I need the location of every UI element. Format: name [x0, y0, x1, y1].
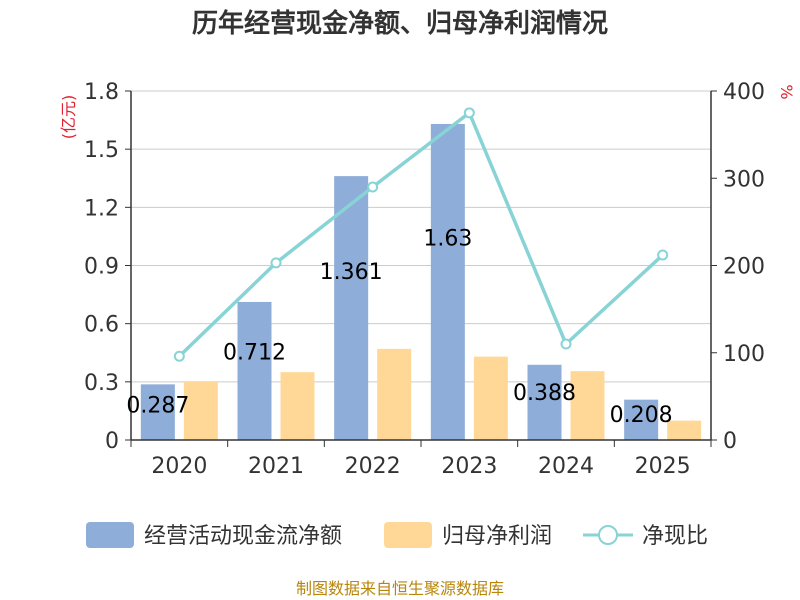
right-axis-label: % — [777, 84, 796, 99]
ratio-point — [367, 181, 379, 193]
bar-net-profit — [183, 381, 218, 440]
left-axis-label: (亿元) — [59, 95, 78, 140]
ratio-point — [560, 338, 572, 350]
legend-swatch-net-profit — [384, 522, 432, 548]
x-tick-label: 2020 — [151, 454, 207, 479]
right-tick-label: 300 — [723, 167, 765, 192]
right-tick-label: 400 — [723, 80, 765, 105]
left-tick-label: 0.3 — [84, 371, 119, 396]
bar-layer — [140, 123, 702, 440]
bar-net-profit — [473, 356, 508, 440]
left-tick-label: 1.2 — [84, 196, 119, 221]
ratio-point — [173, 350, 185, 362]
bar-value-label: 0.208 — [610, 403, 673, 428]
bar-net-profit — [280, 372, 315, 440]
legend-label-cashflow: 经营活动现金流净额 — [144, 524, 342, 549]
chart-title: 历年经营现金净额、归母净利润情况 — [192, 8, 608, 39]
right-tick-label: 200 — [723, 255, 765, 280]
bar-value-label: 0.712 — [223, 341, 286, 366]
ratio-point — [270, 257, 282, 269]
bar-label-layer: 0.287 0.712 1.361 1.63 0.388 0.208 — [126, 227, 672, 428]
x-tick-label: 2025 — [635, 454, 691, 479]
grid — [131, 90, 711, 383]
bar-net-profit — [570, 371, 605, 440]
bar-value-label: 0.388 — [513, 381, 576, 406]
bar-cashflow — [237, 301, 272, 440]
left-tick-label: 1.5 — [84, 138, 119, 163]
x-tick-label: 2022 — [345, 454, 401, 479]
bar-cashflow — [140, 384, 175, 440]
x-tick-label: 2021 — [248, 454, 304, 479]
bar-net-profit — [377, 348, 412, 440]
legend-swatch-cashflow — [86, 522, 134, 548]
left-tick-label: 0.9 — [84, 255, 119, 280]
left-tick-label: 0 — [105, 429, 119, 454]
bar-cashflow — [624, 399, 659, 440]
bar-cashflow — [430, 123, 465, 440]
x-tick-label: 2024 — [538, 454, 594, 479]
left-tick-label: 0.6 — [84, 313, 119, 338]
bar-value-label: 0.287 — [126, 393, 189, 418]
legend-label-net-profit: 归母净利润 — [442, 524, 552, 549]
bar-value-label: 1.361 — [320, 260, 383, 285]
bar-cashflow — [527, 364, 562, 440]
bar-cashflow — [334, 176, 369, 440]
axes: 0 0.3 0.6 0.9 1.2 1.5 1.8 0 100 200 300 400 2020 2021… — [84, 80, 765, 479]
bar-value-label: 1.63 — [423, 227, 472, 252]
legend: 经营活动现金流净额 归母净利润 净现比 — [86, 522, 708, 549]
legend-label-ratio: 净现比 — [642, 524, 708, 549]
right-tick-label: 100 — [723, 342, 765, 367]
bar-net-profit — [667, 420, 702, 440]
x-tick-label: 2023 — [441, 454, 497, 479]
source-note: 制图数据来自恒生聚源数据库 — [296, 579, 504, 598]
ratio-point — [463, 107, 475, 119]
left-tick-label: 1.8 — [84, 80, 119, 105]
ratio-line — [178, 111, 664, 358]
ratio-point — [657, 249, 669, 261]
line-layer — [173, 107, 669, 362]
right-tick-label: 0 — [723, 429, 737, 454]
legend-marker-ratio — [598, 525, 618, 545]
